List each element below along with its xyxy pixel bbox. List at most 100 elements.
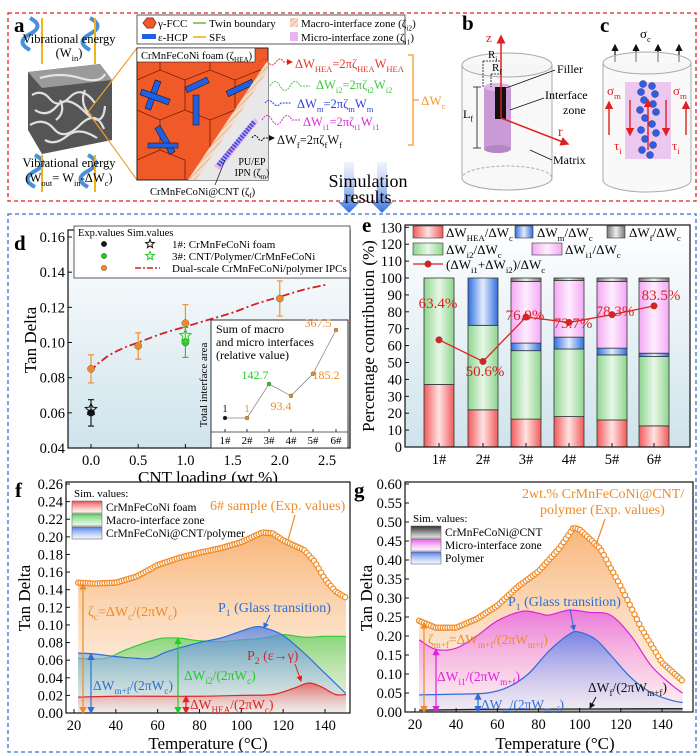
exp-data-point <box>633 616 641 623</box>
chart-d-ylabel: Tan Delta <box>21 306 40 373</box>
exp-data-point <box>275 294 284 303</box>
chart-e-ytick-label: 60 <box>388 339 403 355</box>
legend-swatch <box>514 225 534 239</box>
equation-i2: ΔWi2=2πζi2Wi2 <box>316 78 392 95</box>
chart-e-legend-entry: ΔWf/ΔWc <box>629 225 681 243</box>
ratio-point <box>650 302 658 310</box>
filler-label: Filler <box>557 62 583 76</box>
i2-annotation: ΔWi2/(2πWc) <box>184 668 256 686</box>
tau-right-label: τi <box>672 138 680 156</box>
chart-f-ylabel: Tan Delta <box>15 564 34 631</box>
chart-f-ytick-label: 0.12 <box>38 600 63 616</box>
chart-d-xtick-label: 2.0 <box>271 453 289 469</box>
chart-d-legend-box <box>73 225 351 279</box>
chart-e-legend-entry: ΔWm/ΔWc <box>537 225 593 243</box>
bottom-dashed-frame <box>7 213 697 753</box>
bar-segment <box>553 336 585 350</box>
bar-segment <box>638 277 670 282</box>
chart-g-ytick-label: 0.45 <box>377 534 402 550</box>
panel-label-d: d <box>14 231 26 255</box>
z-label: z <box>486 30 492 45</box>
inset-xtick-label: 5# <box>308 435 320 447</box>
inset-xtick-label: 6# <box>331 435 343 447</box>
bar-segment <box>596 277 628 282</box>
inset-point <box>244 415 250 421</box>
chart-g-legend-entry: Micro-interface zone <box>445 540 542 552</box>
mf-annotation: ΔWm+f/(2πWc) <box>93 678 173 696</box>
exp-data-point <box>624 596 631 604</box>
bar-segment <box>596 419 628 448</box>
exp-data-point <box>631 611 638 618</box>
chart-f-ytick-label: 0.20 <box>38 530 63 546</box>
chart-d-legend-header: Exp.values Sim.values <box>78 228 173 239</box>
chart-f-xtick-label: 40 <box>109 718 124 734</box>
chart-e-ytick-label: 100 <box>380 271 402 287</box>
wave-arrow-icon <box>261 115 300 125</box>
chart-f-ytick-label: 0.00 <box>38 706 63 722</box>
chart-e-xtick-label: 6# <box>647 452 662 468</box>
vibrational-energy-in-label: Vibrational energy <box>22 32 116 46</box>
chart-g-ytick-label: 0.60 <box>377 477 402 493</box>
exp-series-label: polymer (Exp. values) <box>540 503 665 518</box>
ipn-label-line2: IPN (ζm) <box>235 168 270 181</box>
equation-i1: ΔWi1=2πζi1Wi1 <box>303 115 379 132</box>
ratio-label: 73.7% <box>554 316 593 332</box>
sim-area <box>78 626 346 713</box>
chart-f-xlabel: Temperature (°C) <box>148 734 267 753</box>
total-dissipation-label: ΔWc <box>421 93 446 111</box>
bar-segment <box>510 280 542 344</box>
chart-f-ytick-label: 0.18 <box>38 547 63 563</box>
legend-swatch <box>410 538 442 552</box>
r-axis <box>500 117 570 146</box>
down-arrow-icon <box>371 162 393 213</box>
inset-ylabel: Total interface area <box>198 343 210 428</box>
chart-g-ytick-label: 0.15 <box>377 648 402 664</box>
legend-macro: Macro-interface zone (ζi2) <box>301 18 416 32</box>
sigma-c-label: σc <box>640 26 651 44</box>
sim-line <box>78 682 346 698</box>
chart-e-ytick-label: 130 <box>380 220 402 236</box>
rf-label: Rf <box>492 62 502 76</box>
chart-f-xtick-label: 20 <box>67 718 82 734</box>
chart-e-ytick-label: 80 <box>388 305 403 321</box>
p2-pointer <box>294 663 303 682</box>
dissipation-equations: ΔWHEA=2πζHEAWHEA ΔWi2=2πζi2Wi2 ΔWm=2πζmW… <box>251 54 446 150</box>
zoom-lines <box>87 47 138 181</box>
chart-e-xtick-label: 4# <box>562 452 577 468</box>
legend-swatch <box>606 225 626 239</box>
chart-e-ytick-label: 120 <box>380 237 402 253</box>
exp-series-label: 6# sample (Exp. values) <box>210 499 346 514</box>
bar-segment <box>553 416 585 448</box>
vibrational-energy-out-label: Vibrational energy <box>22 156 116 170</box>
chart-e-ytick-label: 30 <box>388 389 403 405</box>
chart-e-ylabel: Percentage contribution (%) <box>359 240 378 432</box>
ratio-point <box>608 311 616 319</box>
chart-g-xtick-label: 100 <box>569 717 591 733</box>
chart-e-legend-entry: ΔWi1/ΔWc <box>565 242 621 260</box>
chart-f-ytick-label: 0.10 <box>38 618 63 634</box>
equation-hea: ΔWHEA=2πζHEAWHEA <box>295 57 405 74</box>
fcc-hexagon-icon <box>142 17 157 29</box>
chart-g-legend-title: Sim. values: <box>413 513 467 525</box>
chart-g-legend-entry: CrMnFeCoNi@CNT <box>445 527 543 539</box>
tau-left-label: τi <box>614 138 622 156</box>
wave-arrow-icon <box>259 58 293 66</box>
chart-f-frame <box>65 481 351 714</box>
chart-e-frame <box>404 224 691 448</box>
chart-f-ytick-label: 0.06 <box>38 653 63 669</box>
chart-g-ytick-label: 0.10 <box>377 667 402 683</box>
chart-d-xtick-label: 0.5 <box>129 453 147 469</box>
lf-label: Lf <box>463 107 473 124</box>
chart-e-ytick-label: 20 <box>388 406 403 422</box>
panel-label-a: a <box>14 13 25 37</box>
inset-xtick-label: 3# <box>264 435 276 447</box>
chart-d-ytick-label: 0.10 <box>40 336 65 352</box>
p1-pointer <box>263 614 271 629</box>
chart-f-legend-entry: CrMnFeCoNi@CNT/polymer <box>106 528 245 540</box>
inset-point <box>288 393 294 399</box>
ratio-point <box>565 318 573 326</box>
chart-e-ytick-label: 0 <box>395 440 402 456</box>
exp-series-label: 2wt.% CrMnFeCoNi@CNT/ <box>522 487 684 502</box>
ipn-label-line1: PU/EP <box>238 157 266 168</box>
exp-data-point <box>678 677 686 684</box>
